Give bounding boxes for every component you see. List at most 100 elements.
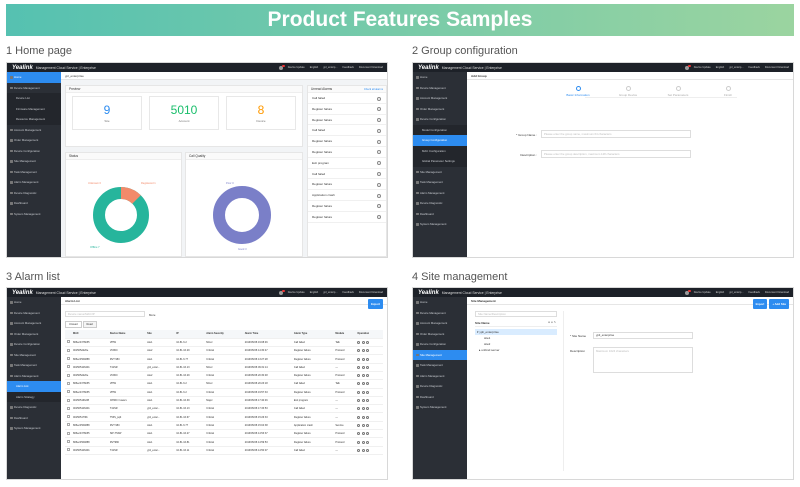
sidebar-item-dashboard[interactable]: Dashboard <box>413 209 467 220</box>
alarm-item[interactable]: Register failure <box>308 136 386 147</box>
tree-node-site1[interactable]: site1 <box>484 336 491 340</box>
site-search-input[interactable]: Site Name/Description <box>475 311 557 317</box>
sidebar-item-device-management[interactable]: Device Management <box>7 308 61 319</box>
alarm-item[interactable]: Register failure <box>308 146 386 158</box>
language-select[interactable]: English <box>309 291 319 294</box>
sidebar-item-firmware[interactable]: Firmware Management <box>7 103 61 114</box>
row-checkbox[interactable] <box>65 429 71 439</box>
table-row[interactable]: 00156517f9b T53S_pqlt ypli_enter... 10.81.1… <box>65 412 383 422</box>
row-operations[interactable] <box>355 404 383 414</box>
row-operations[interactable] <box>355 379 383 389</box>
sidebar-item-dashboard[interactable]: Dashboard <box>7 413 61 424</box>
device-update-link[interactable]: Device Update <box>287 66 305 69</box>
language-select[interactable]: English <box>715 291 725 294</box>
more-filter-button[interactable]: More <box>149 312 156 317</box>
sidebar-item-order[interactable]: Order Management <box>413 104 467 115</box>
tree-action-icons[interactable]: ⊕ ⊖ ✎ <box>548 321 556 324</box>
row-checkbox[interactable] <box>65 404 71 414</box>
sidebar-item-site[interactable]: Site Management <box>413 167 467 178</box>
sidebar-item-resource[interactable]: Resource Management <box>7 114 61 125</box>
sidebar-item-system[interactable]: System Management <box>7 209 61 220</box>
table-row[interactable]: 805ec0376b55 VP59 site1 10.81.6.2 Critical 20… <box>65 388 383 397</box>
table-row[interactable]: 805ec0564888 RVT 980 site1 10.81.6.77 Critic… <box>65 354 383 364</box>
alarm-item[interactable]: Register failure <box>308 211 386 223</box>
sidebar-item-task[interactable]: Task Management <box>7 167 61 178</box>
sidebar-item-task[interactable]: Task Management <box>413 360 467 371</box>
alarm-item[interactable]: Register failure <box>308 114 386 126</box>
feedback-link[interactable]: Feedback <box>342 66 354 69</box>
tree-node-unbind[interactable]: ▸ unbind server <box>479 348 500 352</box>
site-name-input[interactable]: ypli_enterprise <box>593 332 693 339</box>
sidebar-item-home[interactable]: Home <box>7 297 61 308</box>
alarm-item[interactable]: Register failure <box>308 200 386 212</box>
row-operations[interactable] <box>355 388 383 397</box>
user-menu[interactable]: ypl_enterp... <box>323 291 338 294</box>
alarm-item[interactable]: Call failed <box>308 93 386 104</box>
device-update-link[interactable]: Device Update <box>693 66 711 69</box>
sidebar-item-dashboard[interactable]: Dashboard <box>7 198 61 209</box>
sidebar-item-device-management[interactable]: Device Management <box>7 83 61 94</box>
row-operations[interactable] <box>355 437 383 447</box>
sidebar-item-home[interactable]: Home <box>7 72 61 83</box>
language-select[interactable]: English <box>309 66 319 69</box>
export-button[interactable]: Export <box>368 298 383 309</box>
sidebar-item-site[interactable]: Site Management <box>413 349 467 360</box>
table-row[interactable]: 0015651b6401 T41SR ypli_enter... 10.81.16.1… <box>65 363 383 373</box>
sidebar-item-account[interactable]: Account Management <box>413 93 467 104</box>
alarm-item[interactable]: Call failed <box>308 125 386 137</box>
description-input[interactable]: Please enter the group description, maxi… <box>541 150 691 158</box>
sidebar-item-home[interactable]: Home <box>413 297 467 308</box>
download-link[interactable]: Document Download <box>358 66 383 69</box>
import-button[interactable]: Import <box>752 298 768 309</box>
sidebar-item-account[interactable]: Account Management <box>7 125 61 136</box>
download-link[interactable]: Document Download <box>764 66 789 69</box>
bell-icon[interactable] <box>278 64 285 70</box>
sidebar-item-home[interactable]: Home <box>413 72 467 83</box>
feedback-link[interactable]: Feedback <box>748 291 760 294</box>
sidebar-item-device-config[interactable]: Device Configuration <box>413 339 467 350</box>
tree-node-site2[interactable]: site2 <box>484 342 491 346</box>
row-operations[interactable] <box>355 346 383 356</box>
sidebar-item-alarm-strategy[interactable]: Alarm Strategy <box>7 391 61 402</box>
user-menu[interactable]: ypl_enterp... <box>729 66 744 69</box>
sidebar-item-alarm-list[interactable]: Alarm List <box>7 381 61 392</box>
sidebar-item-alarm[interactable]: Alarm Management <box>7 177 61 188</box>
sidebar-item-dashboard[interactable]: Dashboard <box>413 392 467 403</box>
row-checkbox[interactable] <box>65 346 71 356</box>
sidebar-item-alarm[interactable]: Alarm Management <box>413 371 467 382</box>
row-checkbox[interactable] <box>65 446 71 455</box>
sidebar-item-device-config[interactable]: Device Configuration <box>7 339 61 350</box>
row-operations[interactable] <box>355 429 383 439</box>
row-checkbox[interactable] <box>65 396 71 406</box>
stat-account[interactable]: 5010 Account <box>149 96 219 130</box>
sidebar-item-device-list[interactable]: Device List <box>7 93 61 104</box>
alarm-search-input[interactable]: Device name/MAC/IP <box>65 311 145 317</box>
table-row[interactable]: 001565d220e VC800 site2 10.81.16.29 Critical… <box>65 371 383 381</box>
sidebar-item-device-config[interactable]: Device Configuration <box>7 146 61 157</box>
bell-icon[interactable] <box>278 289 285 295</box>
sidebar-item-diagnostic[interactable]: Device Diagnostic <box>413 381 467 392</box>
table-row[interactable]: 0015651b6401 T41SR ypli_enter... 10.81.16.1… <box>65 404 383 414</box>
row-operations[interactable] <box>355 363 383 373</box>
user-menu[interactable]: ypl_enterp... <box>729 291 744 294</box>
alarm-item[interactable]: Exit program <box>308 157 386 169</box>
alarm-item[interactable]: Register failure <box>308 179 386 191</box>
bell-icon[interactable] <box>684 64 691 70</box>
row-checkbox[interactable] <box>65 354 71 364</box>
sidebar-item-task[interactable]: Task Management <box>7 360 61 371</box>
sidebar-item-site[interactable]: Site Management <box>7 156 61 167</box>
row-checkbox[interactable] <box>65 338 71 348</box>
alarm-item[interactable]: Register failure <box>308 103 386 115</box>
sidebar-item-diagnostic[interactable]: Device Diagnostic <box>7 188 61 199</box>
sidebar-item-device-management[interactable]: Device Management <box>413 83 467 94</box>
language-select[interactable]: English <box>715 66 725 69</box>
sidebar-item-alarm[interactable]: Alarm Management <box>7 371 61 382</box>
check-all-alarms-link[interactable]: Check all alarms <box>363 88 383 91</box>
sidebar-item-task[interactable]: Task Management <box>413 177 467 188</box>
sidebar-item-site[interactable]: Site Management <box>7 350 61 361</box>
sidebar-item-order[interactable]: Order Management <box>413 329 467 340</box>
user-menu[interactable]: ypl_enterp... <box>323 66 338 69</box>
row-operations[interactable] <box>355 412 383 422</box>
sidebar-item-device-management[interactable]: Device Management <box>413 308 467 319</box>
row-checkbox[interactable] <box>65 412 71 422</box>
